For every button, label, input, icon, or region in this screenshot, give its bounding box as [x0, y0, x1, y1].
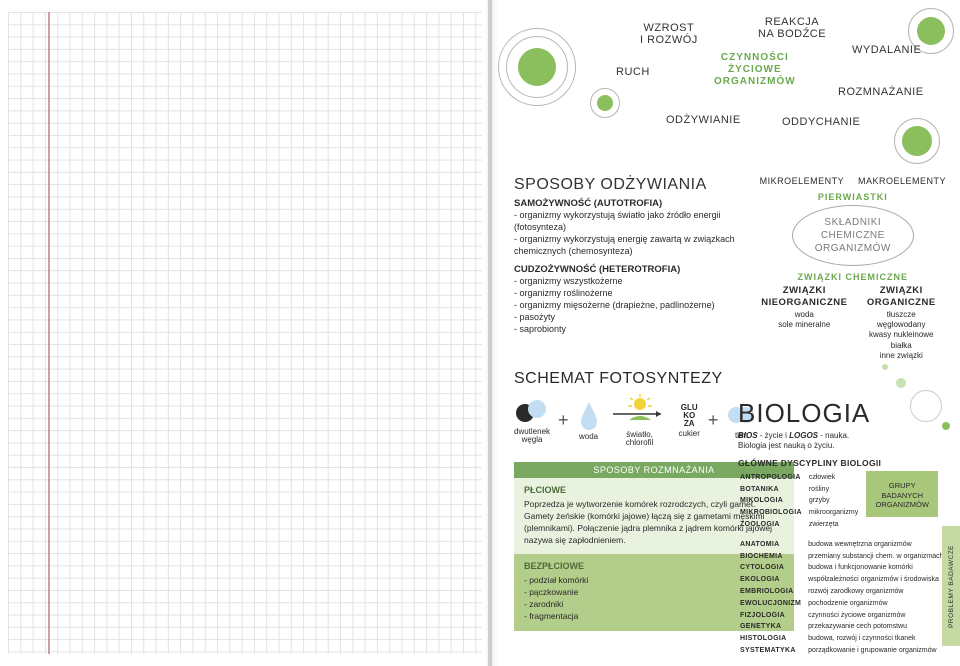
wc-wzrost: WZROSTI ROZWÓJ — [640, 22, 698, 46]
co2-icon: dwutlenekwęgla — [514, 397, 550, 446]
micro-label: MIKROELEMENTY — [760, 176, 845, 186]
deco-dot-7 — [882, 364, 888, 370]
notebook-left-page — [0, 0, 492, 666]
auto-bullet-1: - organizmy wykorzystują światło jako źr… — [514, 209, 752, 233]
auto-bullet-2: - organizmy wykorzystują energię zawartą… — [514, 233, 752, 257]
het-bullet-4: - pasożyty — [514, 311, 752, 323]
skladniki-oval: SKŁADNIKI CHEMICZNE ORGANIZMÓW — [792, 205, 914, 266]
wc-odzywianie: ODŻYWIANIE — [666, 114, 741, 126]
group-box: GRUPY BADANYCH ORGANIZMÓW — [866, 471, 938, 517]
biology-section: BIOLOGIA BIOS - życie i LOGOS - nauka.Bi… — [738, 398, 948, 658]
infographic-page: WZROSTI ROZWÓJ REAKCJANA BODŹCE WYDALANI… — [492, 0, 960, 666]
het-bullet-3: - organizmy mięsożerne (drapieżne, padli… — [514, 299, 752, 311]
plus-icon-2: + — [708, 410, 719, 431]
organiczne-col: ZWIĄZKI ORGANICZNE tłuszcze węglowodany … — [857, 285, 946, 362]
nieorganiczne-col: ZWIĄZKI NIEORGANICZNE woda sole mineraln… — [760, 285, 849, 362]
chemistry-section: MIKROELEMENTY MAKROELEMENTY PIERWIASTKI … — [752, 176, 946, 362]
het-bullet-2: - organizmy roślinożerne — [514, 287, 752, 299]
wc-oddychanie: ODDYCHANIE — [782, 116, 860, 128]
heterotrofia-h: CUDZOŻYWNOŚĆ (HETEROTROFIA) — [514, 264, 752, 275]
feeding-section: SPOSOBY ODŻYWIANIA SAMOŻYWNOŚĆ (AUTOTROF… — [514, 176, 752, 362]
deco-dot-5 — [896, 378, 906, 388]
wc-rozmnazanie: ROZMNAŻANIE — [838, 86, 924, 98]
wc-reakcja: REAKCJANA BODŹCE — [758, 16, 826, 40]
word-cloud: WZROSTI ROZWÓJ REAKCJANA BODŹCE WYDALANI… — [514, 16, 946, 146]
biology-def: BIOS - życie i LOGOS - nauka.Biologia je… — [738, 431, 948, 452]
arrow-light-icon: światło,chlorofil — [609, 394, 671, 449]
photosynthesis-title: SCHEMAT FOTOSYNTEZY — [514, 370, 946, 388]
wc-wydalanie: WYDALANIE — [852, 44, 921, 56]
het-bullet-5: - saprobionty — [514, 323, 752, 335]
disciplines-table-1: ANTROPOLOGIAczłowiekBOTANIKAroślinyMIKOL… — [738, 471, 860, 532]
wc-center: CZYNNOŚCI ŻYCIOWE ORGANIZMÓW — [714, 52, 796, 88]
autotrofia-h: SAMOŻYWNOŚĆ (AUTOTROFIA) — [514, 198, 752, 209]
margin-line — [48, 12, 50, 654]
side-tab: PROBLEMY BADAWCZE — [942, 526, 960, 646]
water-icon: woda — [577, 400, 601, 442]
disciplines-header: GŁÓWNE DYSCYPLINY BIOLOGII — [738, 458, 948, 468]
grid-paper — [8, 12, 482, 654]
macro-label: MAKROELEMENTY — [858, 176, 946, 186]
het-bullet-1: - organizmy wszystkożerne — [514, 275, 752, 287]
sugar-icon: GLUKOZA cukier — [679, 404, 700, 439]
biology-title: BIOLOGIA — [738, 398, 948, 429]
zwiazki-label: ZWIĄZKI CHEMICZNE — [760, 272, 946, 282]
feeding-title: SPOSOBY ODŻYWIANIA — [514, 176, 752, 194]
disciplines-table-2: ANATOMIAbudowa wewnętrzna organizmówBIOC… — [738, 538, 946, 658]
plus-icon: + — [558, 410, 569, 431]
wc-ruch: RUCH — [616, 66, 650, 78]
pierwiastki-label: PIERWIASTKI — [760, 192, 946, 202]
